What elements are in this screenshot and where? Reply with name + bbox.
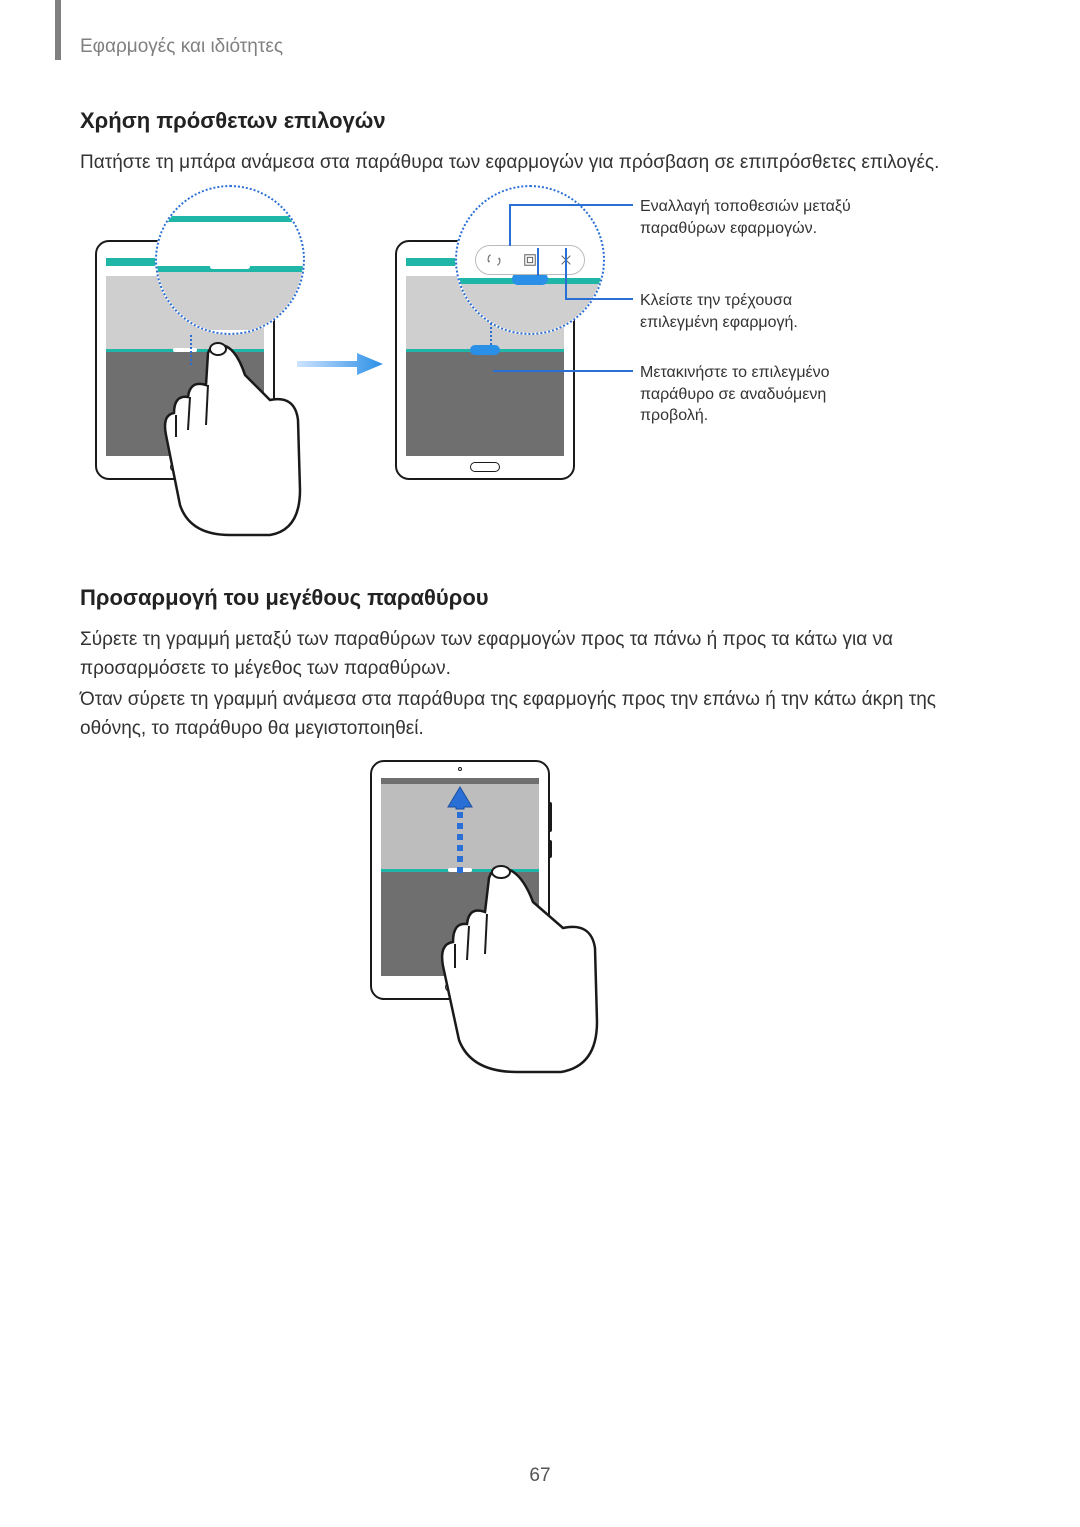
annotation-close: Κλείστε την τρέχουσα επιλεγμένη εφαρμογή… xyxy=(640,290,870,333)
swap-icon xyxy=(487,253,501,267)
annotation-popup: Μετακινήστε το επιλεγμένο παράθυρο σε αν… xyxy=(640,362,870,427)
magnifier-left xyxy=(155,185,305,335)
breadcrumb: Εφαρμογές και ιδιότητες xyxy=(80,36,283,58)
header-accent-bar xyxy=(55,0,61,60)
paragraph-resize-1: Σύρετε τη γραμμή μεταξύ των παραθύρων τω… xyxy=(80,625,980,684)
paragraph-additional-options: Πατήστε τη μπάρα ανάμεσα στα παράθυρα τω… xyxy=(80,148,980,177)
magnifier-right xyxy=(455,185,605,335)
page-number: 67 xyxy=(529,1465,550,1487)
figure-resize-window xyxy=(370,750,710,1050)
split-options-popup xyxy=(475,245,585,275)
hand-drag-icon xyxy=(425,850,625,1080)
hand-tap-icon xyxy=(150,325,310,545)
figure-additional-options: Εναλλαγή τοποθεσιών μεταξύ παραθύρων εφα… xyxy=(95,190,995,550)
heading-additional-options: Χρήση πρόσθετων επιλογών xyxy=(80,108,386,134)
annotation-swap: Εναλλαγή τοποθεσιών μεταξύ παραθύρων εφα… xyxy=(640,196,870,239)
arrow-right-icon xyxy=(295,350,385,378)
popup-window-icon xyxy=(523,253,537,267)
heading-resize-window: Προσαρμογή του μεγέθους παραθύρου xyxy=(80,585,489,611)
paragraph-resize-2: Όταν σύρετε τη γραμμή ανάμεσα στα παράθυ… xyxy=(80,685,980,744)
